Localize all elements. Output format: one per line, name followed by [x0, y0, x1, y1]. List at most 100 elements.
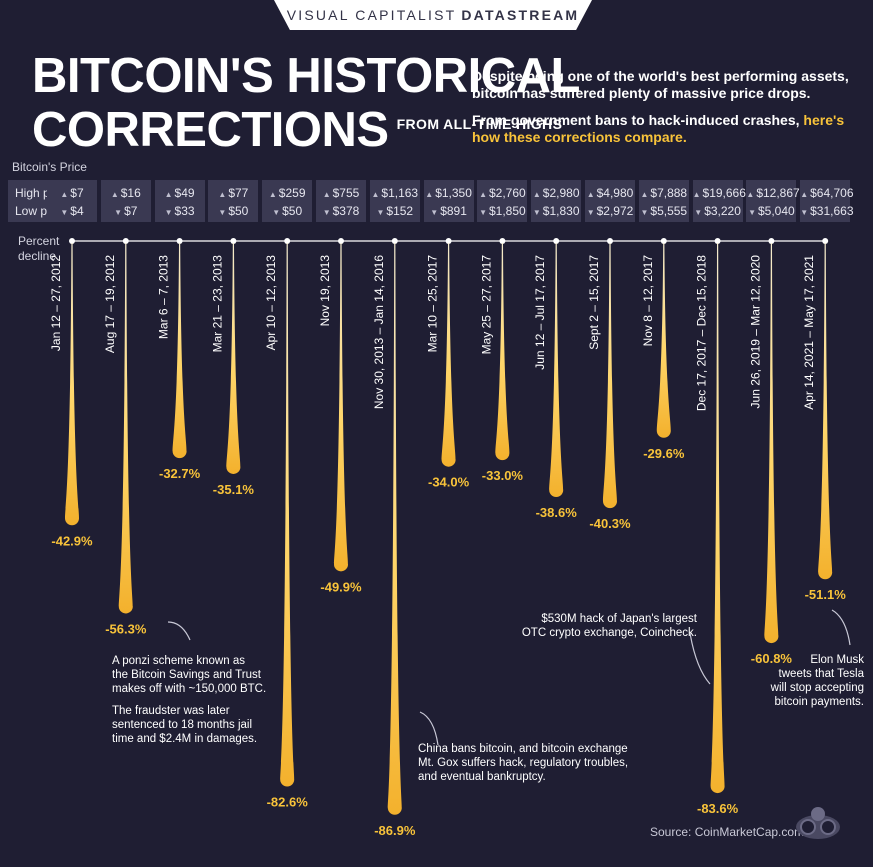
value-label: -51.1% — [805, 587, 847, 602]
price-box: ▲ $4,980 ▼ $2,972 — [585, 180, 635, 222]
low-price-value: ▼ $1,830 — [532, 204, 580, 218]
top-bar: VISUAL CAPITALIST DATASTREAM — [0, 0, 873, 32]
decline-label: decline — [18, 249, 57, 263]
value-label: -42.9% — [51, 533, 93, 548]
price-box: ▲ $49 ▼ $33 — [154, 180, 205, 222]
correction-bar — [65, 243, 79, 526]
low-price-value: ▼ $4 — [60, 204, 84, 218]
correction-bar — [710, 243, 725, 794]
value-label: -49.9% — [320, 579, 362, 594]
correction-bar — [495, 243, 510, 461]
annotation: Elon Musk tweets that Tesla will stop acce… — [770, 654, 865, 708]
date-label: May 25 – 27, 2017 — [479, 255, 493, 355]
correction-bar — [764, 243, 779, 644]
axis-dot — [445, 238, 452, 244]
high-price-value: ▲ $7,888 — [640, 186, 688, 200]
correction-bar — [603, 243, 617, 509]
intro-paragraph-2: From government bans to hack-induced cra… — [472, 112, 862, 146]
price-box: ▲ $7,888 ▼ $5,555 — [638, 180, 689, 222]
source-note: Source: CoinMarketCap.com — [650, 825, 805, 839]
annotation-line: and eventual bankruptcy. — [418, 771, 546, 783]
correction-bar — [387, 243, 402, 815]
percent-label: Percent — [18, 234, 60, 248]
brand-bold: DATASTREAM — [461, 7, 580, 23]
annotation-line: makes off with ~150,000 BTC. — [112, 683, 266, 695]
intro-p2-white: From government bans to hack-induced cra… — [472, 112, 800, 128]
price-box: ▲ $2,760 ▼ $1,850 — [477, 180, 528, 222]
axis-dot — [69, 238, 75, 244]
price-box: ▲ $12,867 ▼ $5,040 — [746, 180, 800, 222]
value-label: -60.8% — [751, 651, 793, 666]
annotation-line: bitcoin payments. — [775, 696, 865, 708]
low-price-value: ▼ $33 — [164, 204, 195, 218]
low-price-value: ▼ $152 — [376, 204, 414, 218]
price-box: ▲ $16 ▼ $7 — [100, 180, 151, 222]
low-price-value: ▼ $891 — [430, 204, 467, 218]
date-label: Jun 12 – Jul 17, 2017 — [533, 255, 547, 370]
annotation-line: China bans bitcoin, and bitcoin exchange — [418, 743, 628, 755]
annotation: A ponzi scheme known as the Bitcoin Savin… — [112, 655, 266, 695]
axis-dot — [176, 238, 183, 244]
date-label: Dec 17, 2017 – Dec 15, 2018 — [695, 255, 709, 411]
title-line-2: CORRECTIONS — [32, 103, 389, 157]
value-label: -40.3% — [589, 516, 631, 531]
high-price-value: ▲ $4,980 — [586, 186, 634, 200]
date-label: Jan 12 – 27, 2012 — [49, 255, 63, 351]
low-price-value: ▼ $31,663 — [800, 204, 854, 218]
high-price-value: ▲ $755 — [322, 186, 360, 200]
value-label: -56.3% — [105, 621, 147, 636]
value-label: -33.0% — [482, 468, 524, 483]
price-box: ▲ $259 ▼ $50 — [262, 180, 313, 222]
low-price-value: ▼ $5,040 — [748, 204, 795, 218]
annotation: $530M hack of Japan's largest OTC crypto … — [522, 613, 698, 639]
high-price-value: ▲ $77 — [218, 186, 249, 200]
low-price-value: ▼ $1,850 — [479, 204, 526, 218]
title-subtitle: FROM ALL-TIME HIGHS — [396, 116, 563, 132]
value-label: -86.9% — [374, 823, 416, 838]
correction-bar — [118, 243, 133, 614]
annotation-line: time and $2.4M in damages. — [112, 733, 257, 745]
correction-bar — [334, 243, 348, 572]
intro-p2-highlight: here's how these corrections compare. — [472, 112, 845, 145]
price-box: ▲ $1,163 ▼ $152 — [369, 180, 420, 222]
price-box: ▲ $19,666 ▼ $3,220 — [692, 180, 746, 222]
high-price-value: ▲ $7 — [60, 186, 84, 200]
low-price-value: ▼ $3,220 — [694, 204, 741, 218]
axis-dot — [122, 238, 129, 244]
annotation-line: The fraudster was later — [112, 705, 230, 717]
axis-dot — [822, 238, 829, 244]
axis-dot — [284, 238, 291, 244]
high-price-value: ▲ $64,706 — [800, 186, 854, 200]
high-price-value: ▲ $19,666 — [692, 186, 746, 200]
price-box: ▲ $64,706 ▼ $31,663 — [800, 180, 854, 222]
axis-dot — [553, 238, 560, 244]
correction-bar — [172, 243, 187, 459]
axis-dot — [660, 238, 667, 244]
page-title: BITCOIN'S HISTORICAL CORRECTIONS FROM AL… — [32, 52, 580, 157]
value-label: -82.6% — [267, 795, 309, 810]
percent-decline-label: Percent decline — [18, 234, 59, 264]
annotation-arrow — [419, 711, 439, 746]
date-label: Nov 8 – 12, 2017 — [641, 255, 655, 347]
axis-dot — [768, 238, 775, 244]
value-label: -83.6% — [697, 801, 739, 816]
date-label: Apr 14, 2021 – May 17, 2021 — [802, 255, 816, 410]
date-label: Aug 17 – 19, 2012 — [103, 255, 117, 353]
correction-bar — [549, 243, 564, 497]
axis-dot — [391, 238, 398, 244]
low-price-value: ▼ $50 — [218, 204, 249, 218]
price-box: ▲ $1,350 ▼ $891 — [423, 180, 474, 222]
intro-text: Despite being one of the world's best pe… — [472, 68, 862, 156]
correction-bar — [280, 243, 295, 787]
low-price-value: ▼ $7 — [114, 204, 138, 218]
axis-dot — [499, 238, 506, 244]
high-price-value: ▲ $2,980 — [532, 186, 580, 200]
price-box: ▲ $2,980 ▼ $1,830 — [531, 180, 582, 222]
date-label: Sept 2 – 15, 2017 — [587, 255, 601, 350]
high-price-value: ▲ $259 — [268, 186, 306, 200]
annotation-arrow — [831, 609, 851, 646]
annotation-line: will stop accepting — [770, 682, 864, 694]
axis-dot — [607, 238, 613, 244]
high-price-value: ▲ $16 — [110, 186, 141, 200]
annotation: China bans bitcoin, and bitcoin exchange… — [418, 743, 628, 783]
